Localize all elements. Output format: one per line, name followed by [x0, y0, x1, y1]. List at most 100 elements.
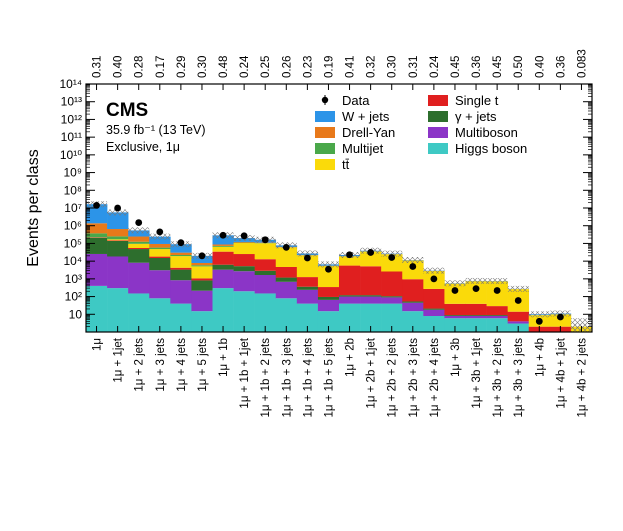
bar-segment-2 [360, 295, 382, 297]
bar-segment-3 [212, 251, 234, 265]
bar-segment-1 [149, 270, 171, 299]
x-tick-label: 1μ + 3b + 1jet [471, 337, 483, 408]
bar-segment-5 [212, 245, 234, 247]
bar-segment-1 [486, 316, 508, 319]
top-axis-label: 0.26 [281, 56, 293, 78]
data-point [135, 219, 143, 226]
bar-segment-4 [191, 266, 213, 279]
bar-segment-3 [275, 266, 298, 278]
top-axis-label: 0.31 [408, 56, 420, 78]
bar-segment-7 [149, 236, 171, 244]
data-point [346, 251, 353, 259]
x-tick-label: 1μ + 1b + 1jet [239, 337, 251, 408]
bar-segment-4 [170, 256, 192, 268]
bar-segment-2 [402, 301, 424, 303]
top-axis-label: 0.45 [492, 56, 504, 78]
bar-segment-5 [128, 241, 150, 244]
bar-segment-2 [317, 296, 340, 300]
bar-segment-3 [423, 288, 445, 309]
top-axis-label: 0.24 [429, 55, 441, 78]
legend-label: Multiboson [455, 125, 518, 140]
bar-segment-3 [149, 256, 171, 258]
uncertainty-band [570, 318, 592, 332]
stacked-bars [86, 204, 593, 332]
bar-segment-0 [317, 311, 340, 332]
bar-segment-2 [423, 308, 445, 310]
data-points [93, 202, 564, 325]
top-axis-label: 0.31 [92, 56, 104, 78]
x-tick-label: 1μ + 3b + 2 jets [492, 338, 504, 418]
bar-segment-3 [402, 279, 424, 302]
bar-segment-0 [465, 318, 487, 332]
legend-swatch [315, 143, 335, 154]
bar-segment-0 [233, 291, 255, 332]
bar-segment-6 [233, 241, 255, 243]
data-point [430, 275, 438, 283]
bar-segment-6 [128, 236, 150, 242]
uncertainty-band [423, 267, 445, 274]
x-tick-label: 1μ + 2 jets [134, 338, 146, 392]
bar-segment-0 [423, 316, 445, 332]
bar-segment-3 [296, 277, 319, 287]
legend-swatch [315, 127, 335, 138]
bar-segment-4 [465, 281, 487, 304]
bar-segment-7 [86, 204, 108, 224]
top-axis-label: 0.29 [176, 56, 188, 78]
bar-segment-7 [107, 212, 129, 230]
data-point [93, 202, 100, 209]
data-point [556, 313, 564, 321]
y-tick-label: 10³ [65, 272, 82, 286]
bar-segment-3 [465, 303, 487, 316]
bar-segment-0 [128, 293, 150, 332]
y-tick-label: 10¹² [61, 112, 82, 126]
bar-segment-5 [86, 233, 108, 238]
top-axis-label: 0.45 [450, 56, 462, 78]
bar-segment-3 [170, 267, 192, 270]
legend-swatch [428, 95, 448, 106]
bar-segment-1 [191, 290, 213, 312]
top-axis-labels: 0.31 0.40 0.28 0.17 0.29 0.30 0.48 0.24 0.25 0.26… [92, 49, 589, 78]
top-axis-label: 0.48 [218, 56, 230, 78]
top-axis-label: 0.40 [113, 56, 125, 78]
legend-swatch [315, 111, 335, 122]
bar-segment-2 [86, 237, 108, 254]
bar-segment-1 [254, 275, 277, 294]
bar-segment-0 [149, 298, 171, 332]
x-tick-label: 1μ + 4b + 1jet [555, 337, 567, 408]
bar-segment-3 [233, 254, 255, 267]
bar-segment-0 [381, 303, 403, 332]
x-tick-label: 1μ + 5 jets [197, 338, 209, 392]
bar-segment-6 [107, 229, 129, 237]
bar-segment-0 [86, 285, 108, 332]
uncertainty-band [528, 311, 550, 318]
bar-segment-2 [486, 315, 508, 317]
top-axis-label: 0.17 [155, 56, 167, 78]
bar-segment-2 [212, 264, 234, 270]
bar-segment-2 [339, 295, 361, 297]
data-point [303, 254, 311, 262]
bar-segment-0 [107, 288, 129, 332]
x-tick-label: 1μ + 1jet [113, 337, 125, 382]
uncertainty-band [465, 277, 487, 284]
bar-segment-7 [128, 230, 150, 237]
legend-swatch [315, 159, 335, 170]
top-axis-label: 0.30 [197, 56, 209, 78]
legend-label: γ + jets [455, 109, 497, 124]
uncertainty-band [107, 209, 129, 216]
x-tick-label: 1μ + 2b + 3 jets [408, 338, 420, 418]
bar-segment-2 [275, 277, 298, 282]
x-tick-label: 1μ + 2b [345, 338, 357, 377]
data-point [367, 249, 375, 256]
bar-segment-2 [254, 270, 277, 275]
legend-swatch [428, 111, 448, 122]
bar-segment-5 [149, 247, 171, 250]
data-point [114, 204, 122, 212]
bar-segment-4 [107, 239, 129, 241]
bar-segment-4 [339, 256, 361, 266]
data-point [282, 243, 290, 251]
bar-segment-7 [170, 244, 192, 253]
bar-segment-3 [107, 240, 129, 241]
x-tick-label: 1μ + 2b + 4 jets [429, 338, 441, 418]
